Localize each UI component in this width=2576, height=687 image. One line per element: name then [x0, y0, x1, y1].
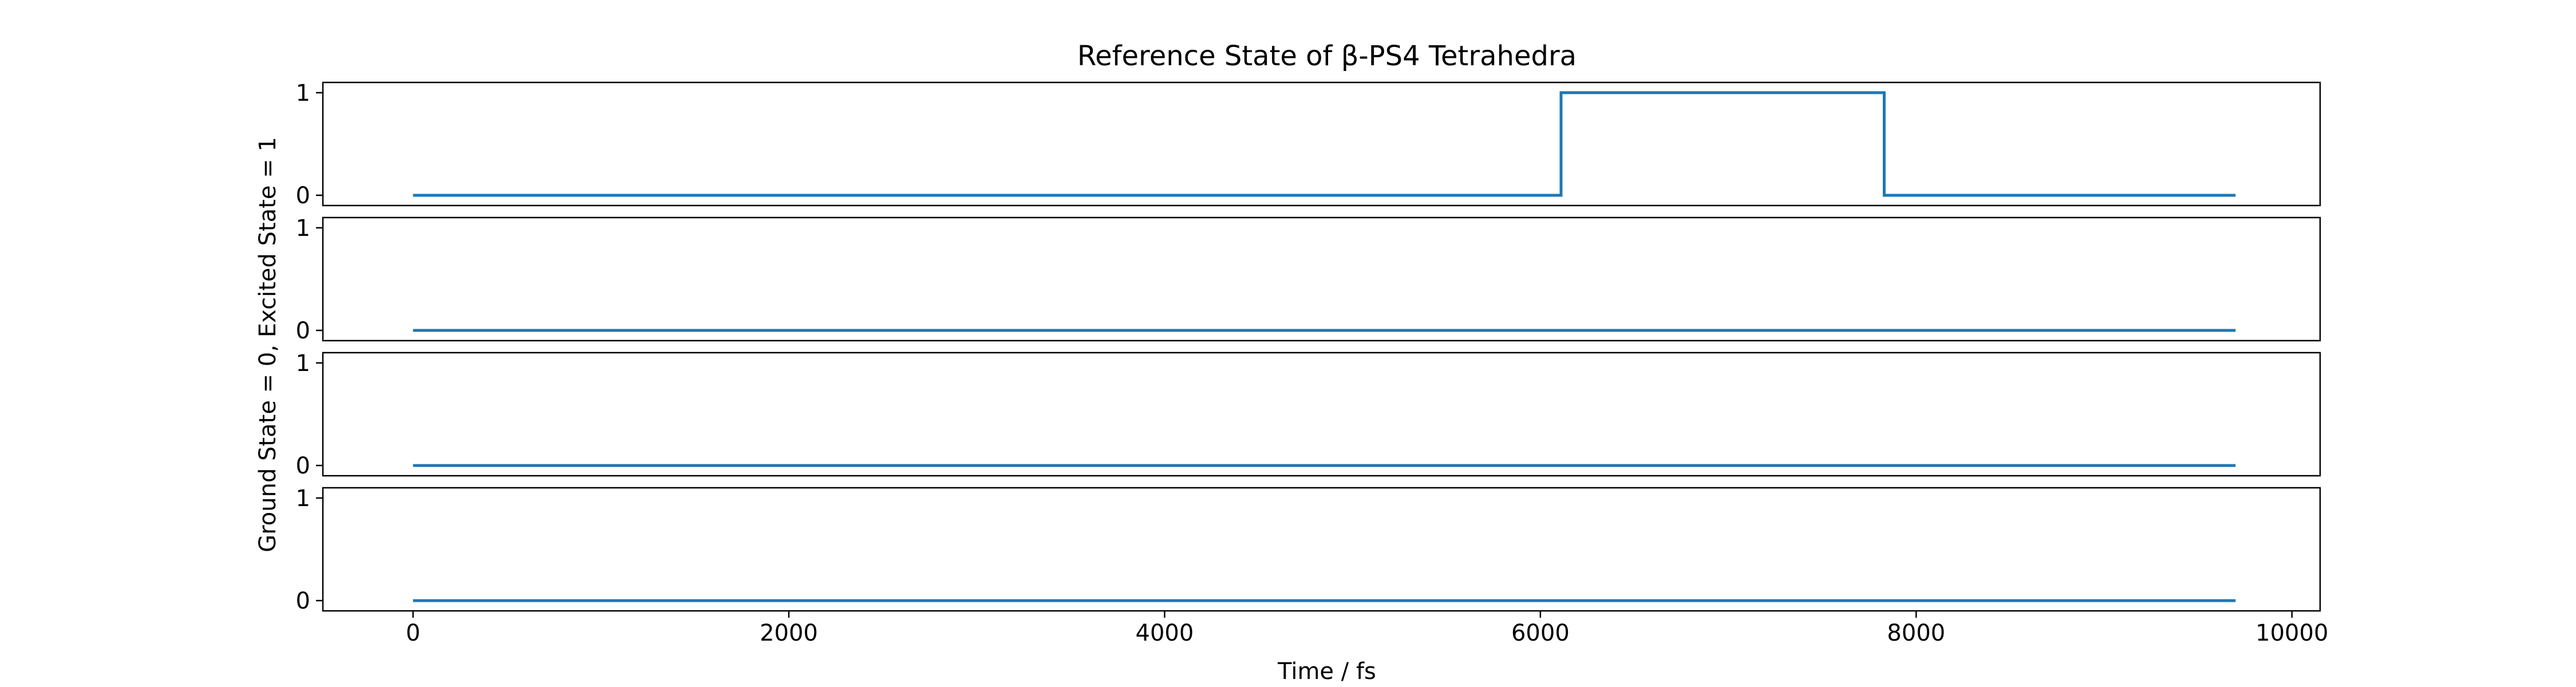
- x-tick-label-4000: 4000: [1136, 620, 1194, 646]
- x-tick-label-10000: 10000: [2255, 620, 2328, 646]
- x-axis-label: Time / fs: [1277, 658, 1376, 685]
- axes-frame-panel-1: [322, 81, 2321, 207]
- y-axis-label: Ground State = 0, Excited State = 1: [255, 137, 281, 552]
- subplot-3: 01: [296, 350, 2321, 479]
- y-tick-label-panel-1-1: 1: [296, 80, 310, 106]
- y-tick-label-panel-3-1: 1: [296, 350, 310, 377]
- y-tick-label-panel-3-0: 0: [296, 453, 310, 479]
- series-line-panel-1: [413, 91, 2236, 197]
- y-tick-label-panel-2-1: 1: [296, 215, 310, 242]
- y-tick-label-panel-4-0: 0: [296, 588, 310, 614]
- x-tick-label-2000: 2000: [760, 620, 818, 646]
- subplot-2: 01: [296, 215, 2321, 344]
- subplot-1: 01: [296, 80, 2321, 209]
- axes-frame-panel-2: [322, 216, 2321, 342]
- subplot-4: 0 1 0 2000 4000 6000 8000 10000: [296, 485, 2329, 646]
- y-tick-label-panel-4-1: 1: [296, 485, 310, 512]
- x-tick-label-8000: 8000: [1887, 620, 1945, 646]
- axes-frame-panel-3: [322, 352, 2321, 477]
- x-tick-label-0: 0: [406, 620, 420, 646]
- y-tick-label-panel-1-0: 0: [296, 183, 310, 209]
- axes-frame-panel-4: [322, 487, 2321, 612]
- chart-title: Reference State of β-PS4 Tetrahedra: [1077, 40, 1577, 72]
- y-tick-label-panel-2-0: 0: [296, 318, 310, 344]
- x-tick-label-6000: 6000: [1511, 620, 1570, 646]
